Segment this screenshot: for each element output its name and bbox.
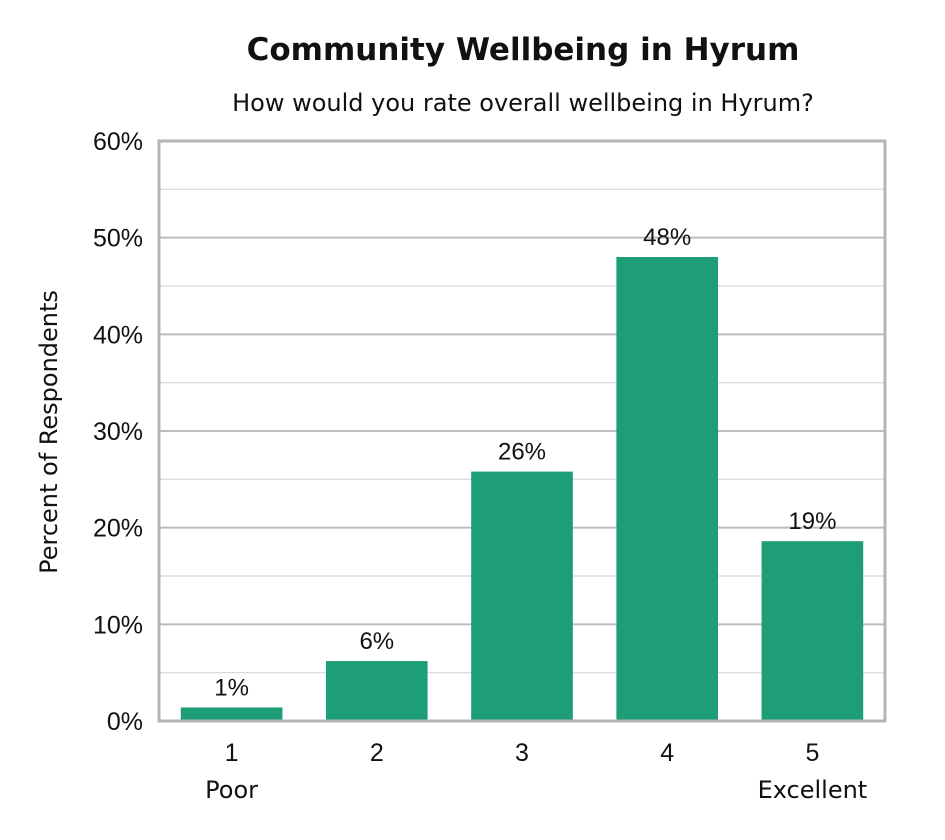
y-tick-label: 50% xyxy=(93,225,143,253)
x-anchor-label: Excellent xyxy=(758,776,868,804)
plot-area: 0% 10% 20% 30% 40% 50% 60% 1% 1 Poor 6% 2 26% 3 48% 4 19… xyxy=(93,128,887,804)
x-tick-label: 1 xyxy=(225,739,239,767)
y-tick-label: 10% xyxy=(93,611,143,639)
x-tick-label: 5 xyxy=(805,739,819,767)
data-label: 26% xyxy=(498,439,546,466)
y-axis-label: Percent of Respondents xyxy=(35,290,63,574)
bar-5 xyxy=(761,541,864,721)
data-label: 48% xyxy=(643,224,691,251)
x-anchor-label: Poor xyxy=(205,776,258,804)
x-tick-label: 2 xyxy=(370,739,384,767)
bar-2 xyxy=(325,661,428,721)
y-tick-label: 30% xyxy=(93,418,143,446)
bar-1 xyxy=(180,707,283,721)
y-tick-label: 20% xyxy=(93,515,143,543)
data-label: 6% xyxy=(359,628,394,655)
data-label: 19% xyxy=(788,508,836,535)
bar-3 xyxy=(471,471,573,721)
y-tick-label: 60% xyxy=(93,128,143,156)
chart-subtitle: How would you rate overall wellbeing in … xyxy=(232,89,814,117)
plot-frame xyxy=(157,139,887,723)
x-tick-label: 4 xyxy=(660,739,674,767)
x-tick-label: 3 xyxy=(515,739,529,767)
y-tick-label: 40% xyxy=(93,321,143,349)
data-label: 1% xyxy=(214,674,249,701)
bar-4 xyxy=(616,257,719,721)
chart-title: Community Wellbeing in Hyrum xyxy=(247,32,800,68)
y-tick-label: 0% xyxy=(107,708,143,736)
